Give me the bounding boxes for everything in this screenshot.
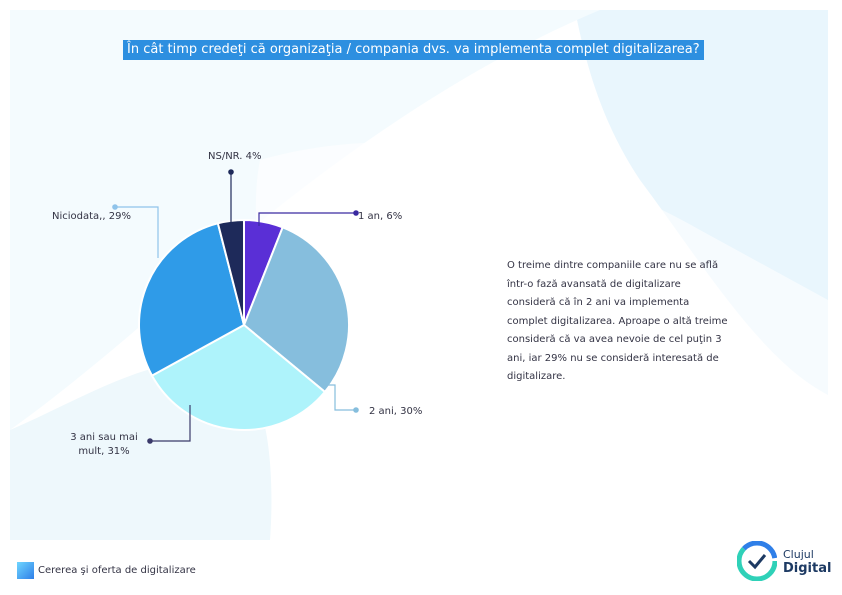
pie-slice-1 [242, 226, 350, 394]
logo-text-line2: Digital [783, 561, 832, 576]
data-label-2-ani: 2 ani, 30% [369, 406, 423, 417]
logo-text-line1: Clujul [783, 548, 814, 561]
description-text: O treime dintre companiile care nu se af… [507, 260, 728, 382]
data-label-3-ani: 3 ani sau mai mult, 31% [70, 432, 138, 457]
leader-line-2 [150, 405, 191, 442]
leader-line-0 [258, 212, 356, 226]
pie-slice-3 [138, 222, 246, 377]
cluj-digital-logo-icon [737, 541, 777, 581]
leader-line-3 [115, 206, 159, 258]
leader-dot-1 [353, 407, 359, 413]
leader-line-1 [325, 384, 356, 411]
data-label-1-an: 1 an, 6% [358, 211, 403, 222]
data-label-niciodata: Niciodata,, 29% [52, 211, 131, 222]
footer-label: Cererea şi oferta de digitalizare [38, 565, 196, 576]
leader-dot-2 [147, 438, 153, 444]
leader-dot-3 [112, 204, 118, 210]
leader-dot-4 [228, 169, 234, 175]
chart-title: În cât timp credeţi că organizaţia / com… [123, 40, 704, 60]
pie-slice-2 [150, 323, 327, 431]
footer-color-swatch [17, 562, 34, 579]
data-label-ns-nr: NS/NR. 4% [208, 151, 262, 162]
leader-dot-0 [353, 210, 359, 216]
